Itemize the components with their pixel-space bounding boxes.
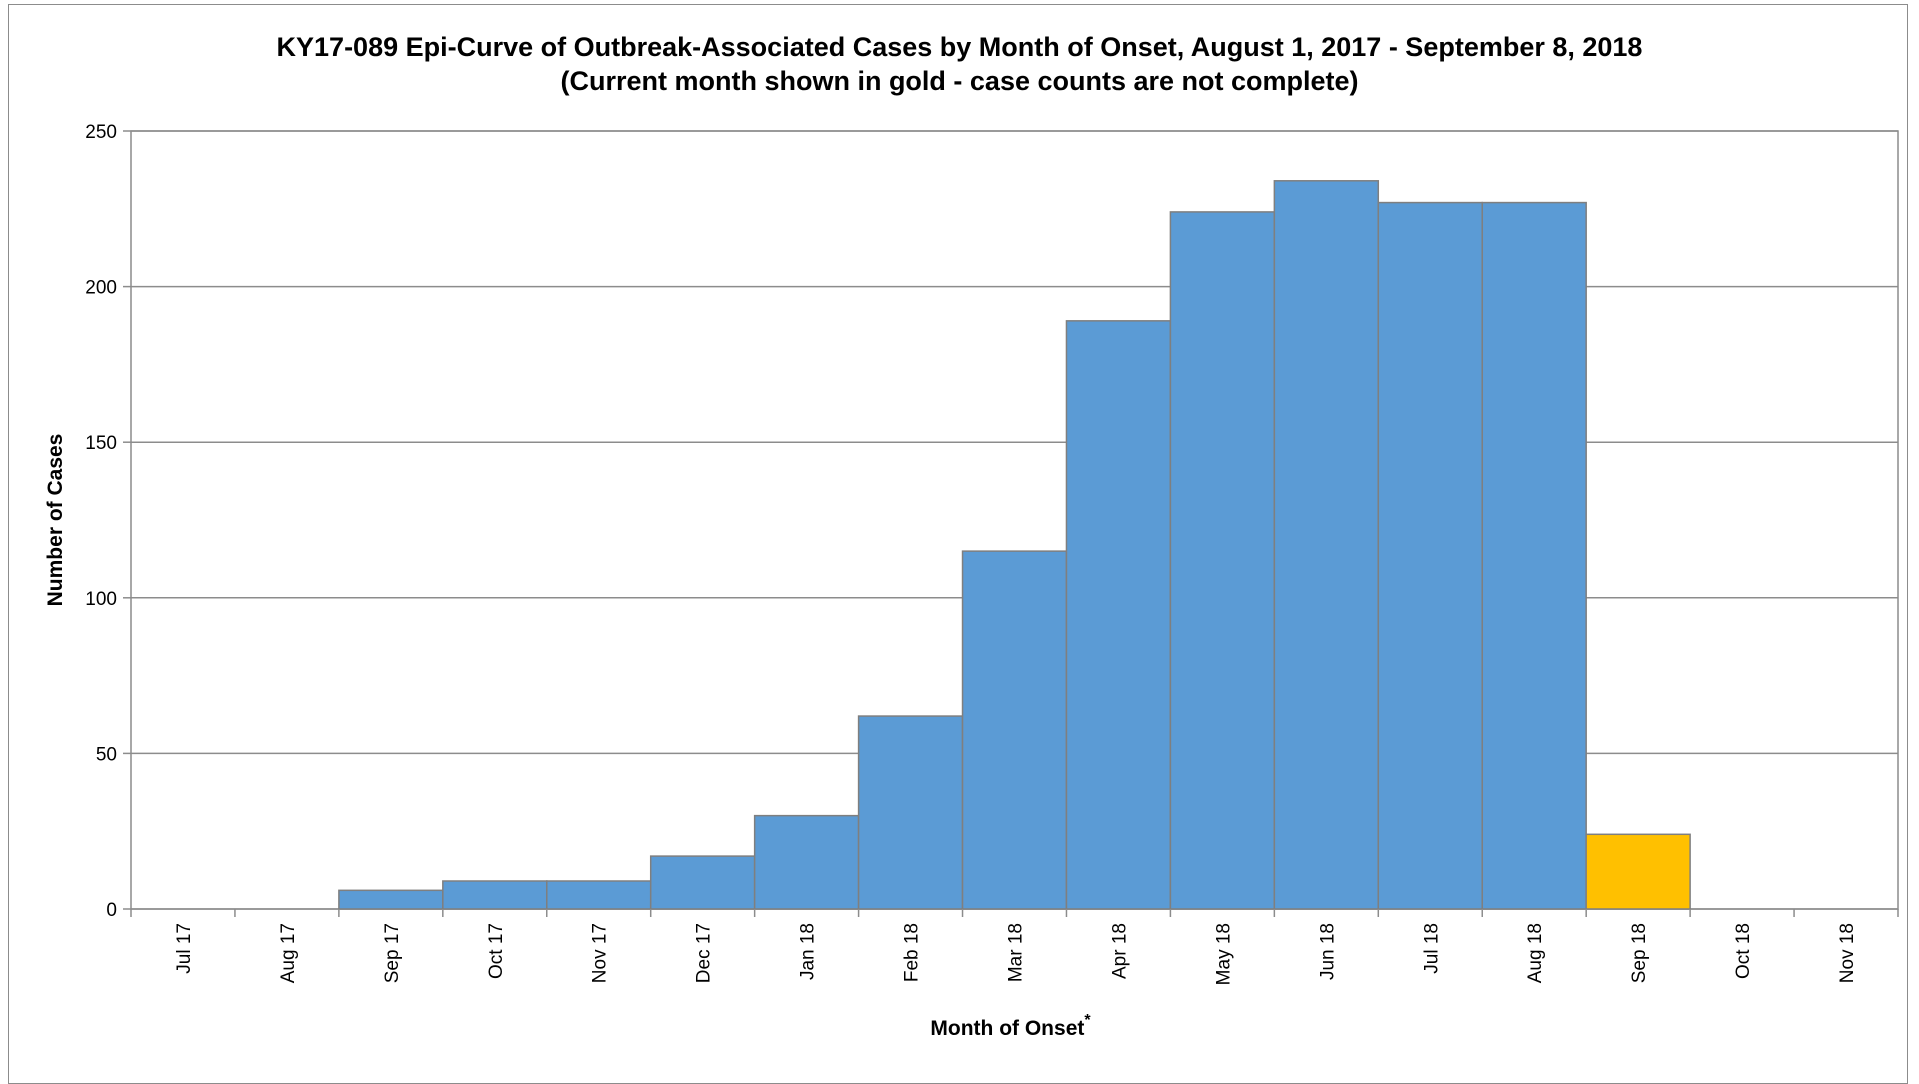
x-tick-label: Aug 18 bbox=[1525, 923, 1546, 983]
bar bbox=[857, 715, 964, 910]
y-tick-label: 50 bbox=[96, 744, 117, 765]
y-tick-label: 200 bbox=[85, 278, 117, 299]
x-axis-label-text: Month of Onset bbox=[930, 1017, 1084, 1040]
bar bbox=[442, 880, 548, 910]
x-tick-label: Oct 18 bbox=[1733, 923, 1754, 979]
y-tick-label: 150 bbox=[85, 433, 117, 454]
chart-subtitle: (Current month shown in gold - case coun… bbox=[560, 66, 1359, 96]
x-tick-label: Jan 18 bbox=[798, 923, 819, 980]
x-axis-label: Month of Onset* bbox=[930, 1012, 1091, 1040]
y-tick-label: 0 bbox=[106, 900, 117, 921]
bar bbox=[1481, 201, 1587, 910]
x-tick-label: Sep 17 bbox=[382, 923, 403, 983]
x-tick-label: Dec 17 bbox=[694, 923, 715, 983]
y-axis-label: Number of Cases bbox=[44, 434, 67, 607]
bar bbox=[338, 889, 444, 910]
x-tick-label: Nov 18 bbox=[1837, 923, 1858, 983]
bars bbox=[338, 180, 1691, 910]
bar bbox=[1065, 320, 1172, 910]
y-tick-label: 250 bbox=[85, 122, 117, 143]
x-tick-label: Sep 18 bbox=[1629, 923, 1650, 983]
x-tick-label: Mar 18 bbox=[1006, 923, 1027, 982]
bar bbox=[649, 855, 756, 910]
x-axis-label-marker: * bbox=[1084, 1012, 1091, 1029]
x-tick-label: Aug 17 bbox=[278, 923, 299, 983]
x-axis-ticks: Jul 17 Aug 17 Sep 17 Oct 17 Nov 17 Dec 17 Jan … bbox=[130, 909, 1899, 985]
x-tick-label: Jun 18 bbox=[1317, 923, 1338, 980]
x-tick-label: May 18 bbox=[1213, 923, 1234, 985]
x-tick-label: Nov 17 bbox=[590, 923, 611, 983]
bar bbox=[1169, 211, 1276, 910]
bar bbox=[753, 814, 860, 910]
bar bbox=[961, 550, 1068, 910]
x-tick-label: Jul 17 bbox=[174, 923, 195, 974]
bar bbox=[1585, 833, 1691, 910]
x-tick-label: Apr 18 bbox=[1109, 923, 1130, 979]
bar bbox=[546, 880, 652, 910]
x-tick-label: Jul 18 bbox=[1421, 923, 1442, 974]
chart-title: KY17-089 Epi-Curve of Outbreak-Associate… bbox=[276, 32, 1643, 62]
x-tick-label: Feb 18 bbox=[902, 923, 923, 982]
bar bbox=[1377, 201, 1483, 910]
y-axis-ticks: 0 50 100 150 200 250 bbox=[85, 122, 131, 921]
x-tick-label: Oct 17 bbox=[486, 923, 507, 979]
y-tick-label: 100 bbox=[85, 589, 117, 610]
bar bbox=[1273, 180, 1380, 910]
